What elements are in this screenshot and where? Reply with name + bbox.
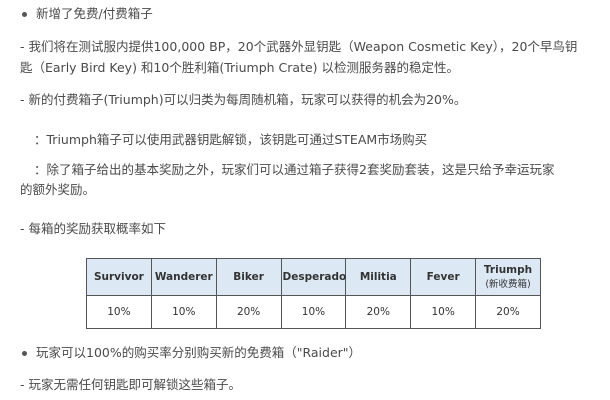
bullet-icon — [22, 351, 27, 356]
table-cell: 10% — [280, 295, 347, 329]
paragraph: 的额外奖励。 — [20, 182, 96, 197]
table-cell: 10% — [150, 295, 217, 329]
paragraph: - 新的付费箱子(Triumph)可以归类为每周随机箱，玩家可以获得的机会为20… — [20, 92, 467, 107]
probability-table: Survivor Wanderer Biker Desperado Militi… — [86, 258, 541, 329]
header-label: Triumph — [483, 263, 533, 276]
table-cell: 20% — [215, 295, 282, 329]
paragraph: ：Triumph箱子可以使用武器钥匙解锁，该钥匙可通过STEAM市场购买 — [34, 132, 428, 147]
table-cell: 10% — [410, 295, 477, 329]
header-cell: Desperado — [280, 258, 347, 296]
table-header-row: Survivor Wanderer Biker Desperado Militi… — [86, 258, 541, 296]
header-cell: Biker — [215, 258, 282, 296]
paragraph: - 玩家无需任何钥匙即可解锁这些箱子。 — [20, 377, 241, 392]
table-cell: 20% — [475, 295, 541, 329]
table-cell: 10% — [86, 295, 152, 329]
section-heading: 玩家可以100%的购买率分别购买新的免费箱（"Raider"） — [36, 345, 362, 360]
header-sub-label: (新收费箱) — [485, 278, 531, 290]
header-cell: Fever — [410, 258, 477, 296]
section-heading: 新增了免费/付费箱子 — [36, 6, 153, 21]
header-cell: Wanderer — [150, 258, 217, 296]
paragraph: ：除了箱子给出的基本奖励之外，玩家们可以通过箱子获得2套奖励套装，这是只给予幸运… — [34, 162, 555, 177]
bullet-icon — [22, 12, 27, 17]
paragraph: - 我们将在测试服内提供100,000 BP，20个武器外显钥匙（Weapon … — [20, 39, 578, 54]
header-cell: Triumph (新收费箱) — [475, 258, 541, 296]
header-cell: Survivor — [86, 258, 152, 296]
table-cell: 20% — [345, 295, 412, 329]
header-cell: Militia — [345, 258, 412, 296]
paragraph: 匙（Early Bird Key) 和10个胜利箱(Triumph Crate)… — [20, 60, 460, 75]
table-row: 10% 10% 20% 10% 20% 10% 20% — [86, 295, 541, 329]
paragraph: - 每箱的奖励获取概率如下 — [20, 221, 166, 236]
